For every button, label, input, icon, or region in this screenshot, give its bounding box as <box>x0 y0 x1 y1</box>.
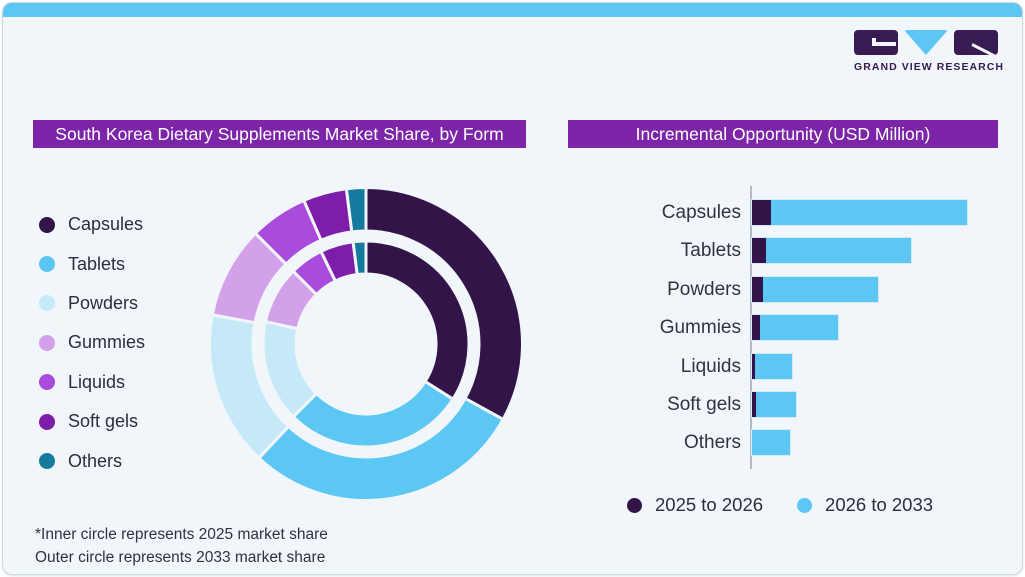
left-chart-title: South Korea Dietary Supplements Market S… <box>33 120 526 148</box>
bar-row-tablets <box>752 238 911 264</box>
legend-item-label: Soft gels <box>68 411 139 432</box>
legend-dot-icon <box>39 374 55 391</box>
logo-g-icon <box>854 30 898 55</box>
donut-chart <box>206 184 526 504</box>
donut-segment-2033-outer-capsules <box>364 185 524 422</box>
bar-segment-2025-to-2026-tablets <box>752 238 766 264</box>
legend-item-liquids: Liquids <box>39 363 145 402</box>
bar-chart-axis <box>750 186 752 469</box>
period-legend-dot-icon <box>797 497 813 513</box>
bar-row-others <box>752 430 790 456</box>
period-legend-dot-icon <box>627 497 642 513</box>
bar-segment-2026-to-2033-gummies <box>760 315 838 341</box>
bar-row-gummies <box>752 315 838 341</box>
legend-dot-icon <box>39 453 55 470</box>
bar-segment-2025-to-2026-liquids <box>752 353 755 379</box>
period-legend-item-2026-to-2033: 2026 to 2033 <box>797 494 933 516</box>
period-legend-label: 2025 to 2026 <box>655 494 764 515</box>
legend-dot-icon <box>39 295 55 312</box>
bar-row-soft-gels <box>752 392 796 417</box>
period-legend: 2025 to 2026 2026 to 2033 <box>627 494 933 516</box>
period-legend-label: 2026 to 2033 <box>825 494 934 515</box>
right-chart-title: Incremental Opportunity (USD Million) <box>568 120 998 148</box>
bar-segment-2026-to-2033-powders <box>763 276 878 302</box>
bar-segment-2026-to-2033-liquids <box>755 353 792 379</box>
legend-item-label: Capsules <box>68 214 144 235</box>
bar-category-label-soft-gels: Soft gels <box>667 394 741 415</box>
legend-dot-icon <box>39 256 55 273</box>
bar-row-powders <box>752 276 878 302</box>
bar-segment-2026-to-2033-capsules <box>771 200 967 225</box>
logo-v-icon <box>904 30 948 55</box>
bar-category-label-gummies: Gummies <box>659 317 741 339</box>
donut-svg <box>207 185 524 502</box>
legend-item-tablets: Tablets <box>39 244 145 283</box>
legend-item-label: Liquids <box>68 371 126 392</box>
legend-item-capsules: Capsules <box>39 205 145 244</box>
bar-segment-2025-to-2026-soft-gels <box>752 392 756 417</box>
period-legend-item-2025-to-2026: 2025 to 2026 <box>627 494 763 516</box>
form-legend: Capsules Tablets Powders Gummies Liquids Soft… <box>39 205 145 481</box>
legend-item-powders: Powders <box>39 284 145 323</box>
donut-segment-2025-inner-others <box>351 239 368 277</box>
legend-item-label: Tablets <box>68 253 126 274</box>
legend-item-soft-gels: Soft gels <box>39 402 145 441</box>
logo-r-icon <box>954 30 998 55</box>
footnote-line-2: Outer circle represents 2033 market shar… <box>35 549 326 566</box>
bar-category-label-others: Others <box>683 432 741 454</box>
gvr-logo: GRAND VIEW RESEARCH <box>854 30 1005 73</box>
legend-item-label: Powders <box>68 292 139 313</box>
footnote: *Inner circle represents 2025 market sha… <box>35 523 328 569</box>
bar-segment-2026-to-2033-tablets <box>766 238 911 264</box>
accent-strip <box>3 3 1022 17</box>
legend-dot-icon <box>39 334 55 351</box>
bar-segment-2025-to-2026-powders <box>752 276 763 302</box>
bar-category-label-liquids: Liquids <box>680 355 741 377</box>
legend-item-label: Others <box>68 450 123 471</box>
bar-segment-2025-to-2026-capsules <box>752 200 771 225</box>
donut-segment-2033-outer-others <box>344 185 368 234</box>
bar-category-label-capsules: Capsules <box>661 202 741 223</box>
donut-segment-2025-inner-capsules <box>364 239 471 402</box>
legend-item-gummies: Gummies <box>39 323 145 362</box>
bar-row-liquids <box>752 353 792 379</box>
legend-item-others: Others <box>39 441 145 480</box>
legend-dot-icon <box>39 216 55 233</box>
legend-item-label: Gummies <box>68 332 146 353</box>
footnote-line-1: *Inner circle represents 2025 market sha… <box>35 526 328 543</box>
gvr-logo-blocks <box>854 30 1000 55</box>
bar-segment-2026-to-2033-others <box>752 430 790 456</box>
bar-segment-2025-to-2026-gummies <box>752 315 760 341</box>
logo-caption: GRAND VIEW RESEARCH <box>854 61 1005 73</box>
bar-segment-2026-to-2033-soft-gels <box>756 392 796 417</box>
bar-category-label-powders: Powders <box>667 278 741 300</box>
legend-dot-icon <box>39 413 55 430</box>
bar-category-label-tablets: Tablets <box>680 240 741 262</box>
bar-row-capsules <box>752 200 967 225</box>
